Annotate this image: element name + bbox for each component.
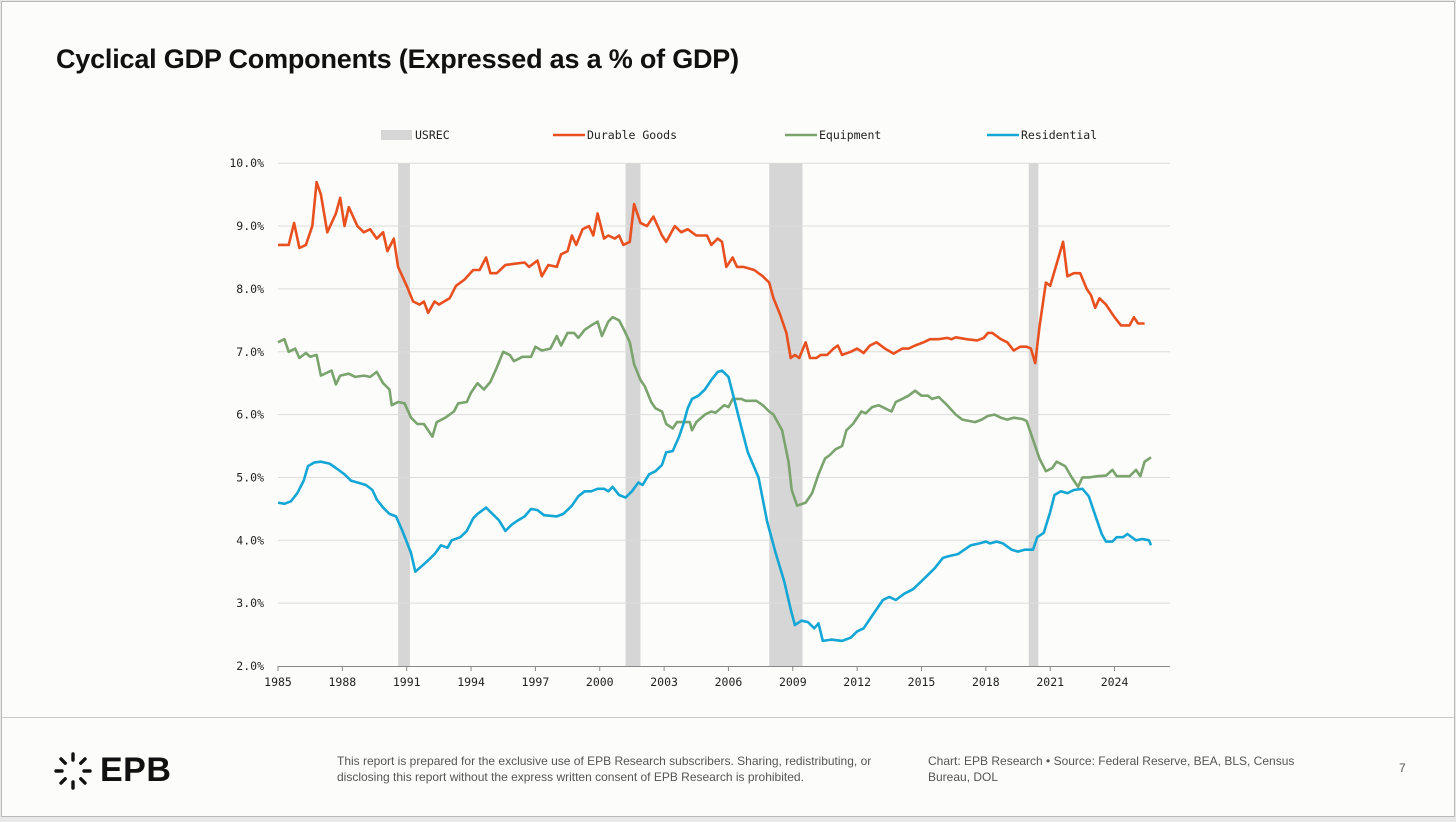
x-tick-label: 2000 (586, 675, 614, 689)
x-tick-label: 2021 (1036, 675, 1064, 689)
disclaimer-text: This report is prepared for the exclusiv… (337, 754, 872, 784)
legend-label-residential: Residential (1021, 128, 1097, 142)
y-tick-label: 6.0% (236, 408, 264, 422)
y-tick-label: 9.0% (236, 219, 264, 233)
logo-star-icon (54, 751, 92, 790)
x-tick-label: 1988 (328, 675, 356, 689)
y-tick-label: 2.0% (236, 659, 264, 673)
legend-label-durable: Durable Goods (587, 128, 677, 142)
y-axis: 2.0% 3.0% 4.0% 5.0% 6.0% 7.0% 8.0% 9.0% 10.0% (229, 156, 264, 673)
legend-label-equipment: Equipment (819, 128, 881, 142)
x-tick-label: 1994 (457, 675, 485, 689)
footer-divider (2, 717, 1454, 718)
x-tick-label: 2009 (779, 675, 807, 689)
series-line-durable (278, 180, 1145, 365)
x-tick-label: 2018 (972, 675, 1000, 689)
series-line-residential (277, 369, 1153, 643)
y-tick-label: 10.0% (229, 156, 264, 170)
y-tick-label: 7.0% (236, 345, 264, 359)
source-text: Chart: EPB Research • Source: Federal Re… (928, 754, 1295, 784)
legend-label-usrec: USREC (415, 128, 450, 142)
x-tick-label: 2024 (1101, 675, 1129, 689)
line-chart: 2.0% 3.0% 4.0% 5.0% 6.0% 7.0% 8.0% 9.0% 10.0% 19… (229, 128, 1170, 689)
logo-text: EPB (100, 751, 172, 789)
x-tick-label: 2015 (908, 675, 936, 689)
logo-ray (59, 756, 67, 765)
legend: USREC Durable Goods Equipment Residential (381, 128, 1097, 142)
logo-ray (79, 756, 87, 765)
series-lines (277, 180, 1153, 643)
page-number: 7 (1399, 761, 1406, 775)
logo-ray (59, 776, 67, 785)
x-tick-label: 2003 (650, 675, 678, 689)
y-tick-label: 5.0% (236, 470, 264, 484)
epb-logo: EPB (54, 751, 171, 790)
legend-swatch-usrec (381, 130, 412, 140)
x-tick-label: 2012 (843, 675, 871, 689)
gridlines (278, 162, 1170, 604)
x-tick-label: 1985 (264, 675, 292, 689)
x-axis: 1985 1988 1991 1994 1997 2000 2003 2006 2009 2012… (264, 666, 1170, 689)
y-tick-label: 8.0% (236, 282, 264, 296)
series-line-equipment (277, 315, 1152, 507)
y-tick-label: 3.0% (236, 596, 264, 610)
x-tick-label: 2006 (715, 675, 743, 689)
x-tick-label: 1997 (522, 675, 550, 689)
y-tick-label: 4.0% (236, 533, 264, 547)
x-tick-label: 1991 (393, 675, 421, 689)
page-title: Cyclical GDP Components (Expressed as a … (56, 44, 739, 74)
logo-ray (79, 776, 87, 785)
